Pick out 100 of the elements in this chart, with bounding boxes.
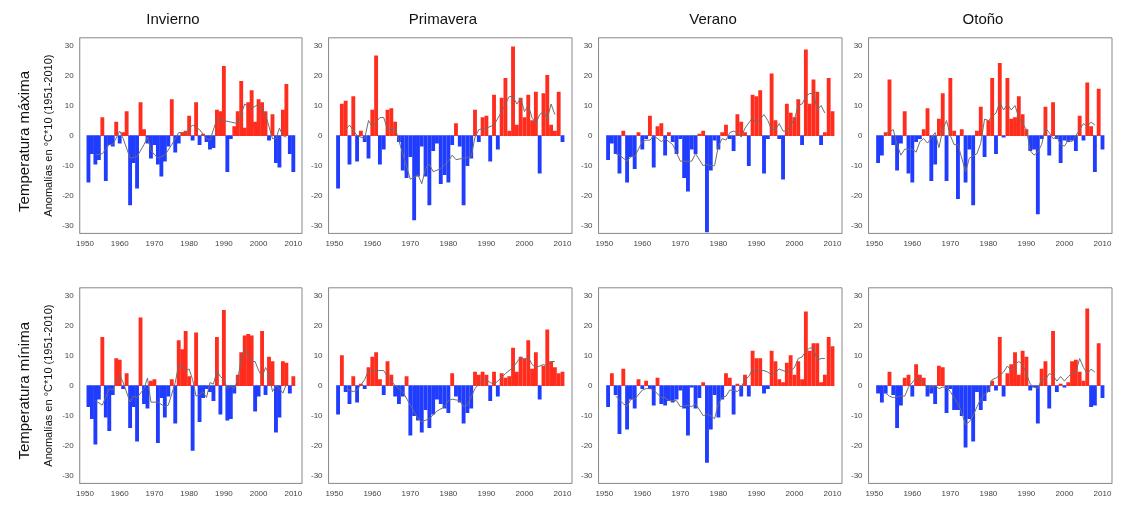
y-tick-label: -10 bbox=[851, 160, 864, 170]
y-tick-label: 20 bbox=[853, 70, 864, 80]
bar bbox=[377, 135, 382, 165]
x-tick-label: 1960 bbox=[633, 489, 652, 499]
bar bbox=[917, 135, 922, 139]
bar bbox=[940, 93, 945, 136]
bar bbox=[997, 337, 1002, 386]
y-tick-label: -30 bbox=[62, 471, 75, 481]
bar bbox=[606, 135, 610, 160]
bar bbox=[93, 135, 98, 165]
y-tick-label: -20 bbox=[581, 440, 594, 450]
bar bbox=[796, 361, 801, 386]
bar bbox=[173, 385, 178, 424]
bar bbox=[769, 350, 774, 386]
x-tick-label: 1950 bbox=[595, 239, 614, 249]
bar bbox=[169, 379, 174, 386]
y-tick-label: 0 bbox=[69, 130, 75, 140]
bar bbox=[895, 385, 900, 429]
y-tick-label: 0 bbox=[588, 380, 594, 390]
bar bbox=[495, 385, 500, 397]
y-tick-label: -30 bbox=[581, 221, 594, 231]
bar bbox=[826, 337, 831, 386]
bar bbox=[533, 91, 538, 136]
bar bbox=[667, 132, 671, 136]
bar bbox=[1092, 385, 1097, 406]
bar bbox=[933, 385, 938, 404]
y-tick-label: -30 bbox=[581, 471, 594, 481]
bar bbox=[815, 343, 820, 386]
y-tick-label: -30 bbox=[851, 471, 864, 481]
bar bbox=[351, 96, 356, 136]
bar bbox=[997, 63, 1002, 136]
bar bbox=[284, 84, 289, 136]
bar bbox=[277, 135, 282, 168]
x-tick-label: 1960 bbox=[110, 239, 130, 249]
bar bbox=[221, 310, 226, 386]
x-tick-label: 1950 bbox=[76, 489, 95, 499]
bar bbox=[438, 135, 443, 185]
chart-title: Verano bbox=[688, 9, 738, 29]
text: Temperatura máxima bbox=[14, 70, 32, 212]
x-tick-label: 1970 bbox=[671, 239, 690, 249]
bar bbox=[124, 373, 129, 386]
bar bbox=[663, 135, 668, 156]
y-tick-label: 30 bbox=[64, 290, 75, 300]
bar bbox=[769, 73, 774, 136]
bar bbox=[100, 337, 105, 386]
bar bbox=[902, 377, 907, 386]
bar bbox=[994, 135, 998, 154]
bar bbox=[1054, 385, 1059, 392]
bar bbox=[758, 358, 763, 386]
bar bbox=[1089, 385, 1094, 407]
bar bbox=[484, 115, 489, 136]
bar bbox=[287, 385, 292, 394]
bar bbox=[249, 90, 254, 136]
y-tick-label: 30 bbox=[64, 40, 75, 50]
x-tick-label: 1950 bbox=[325, 489, 344, 499]
bar bbox=[765, 385, 770, 389]
bar bbox=[135, 135, 139, 189]
x-tick-label: 2010 bbox=[284, 239, 303, 249]
bar bbox=[260, 102, 264, 136]
x-tick-label: 1950 bbox=[865, 239, 884, 249]
bar bbox=[948, 78, 953, 136]
bar bbox=[284, 362, 289, 386]
bar bbox=[114, 358, 119, 386]
x-tick-label: 2000 bbox=[515, 489, 534, 499]
bar bbox=[659, 123, 664, 136]
y-tick-label: -30 bbox=[851, 221, 864, 231]
bar bbox=[556, 91, 561, 136]
bar bbox=[419, 385, 424, 433]
bar bbox=[644, 380, 649, 386]
bar bbox=[697, 133, 702, 136]
bar bbox=[526, 94, 531, 136]
x-tick-label: 1990 bbox=[477, 239, 496, 249]
y-tick-label: 30 bbox=[583, 40, 594, 50]
bar bbox=[937, 365, 941, 386]
y-tick-label: 20 bbox=[853, 320, 864, 330]
x-tick-label: 2010 bbox=[823, 489, 842, 499]
x-tick-label: 2010 bbox=[553, 239, 572, 249]
bar bbox=[225, 385, 230, 421]
y-axis-title: Anomalías en °C*10 (1951-2010) bbox=[41, 304, 54, 467]
bar bbox=[190, 135, 195, 141]
bar bbox=[788, 355, 793, 386]
x-tick-label: 2010 bbox=[284, 489, 303, 499]
bar bbox=[686, 385, 690, 436]
bar bbox=[606, 385, 610, 407]
bar bbox=[362, 385, 367, 389]
y-tick-label: 0 bbox=[318, 130, 324, 140]
bar bbox=[183, 331, 188, 386]
bar bbox=[902, 111, 907, 136]
bar bbox=[492, 94, 496, 136]
text: Temperatura mínima bbox=[14, 322, 32, 460]
bar bbox=[461, 135, 466, 206]
bar bbox=[914, 364, 919, 386]
bar bbox=[355, 385, 360, 403]
bar bbox=[705, 385, 709, 463]
bar bbox=[659, 385, 664, 404]
x-tick-label: 2000 bbox=[785, 239, 804, 249]
bar bbox=[162, 385, 167, 418]
x-tick-label: 1970 bbox=[401, 239, 420, 249]
bar bbox=[511, 347, 515, 386]
bar bbox=[803, 311, 808, 386]
